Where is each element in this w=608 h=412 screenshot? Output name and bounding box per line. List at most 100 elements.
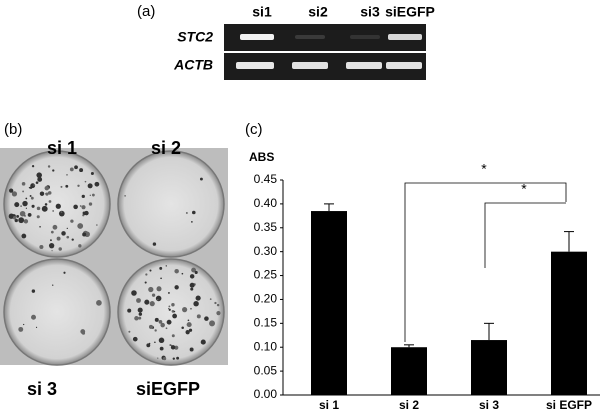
panel-label: (a) [137,3,155,20]
colony [171,310,175,313]
colony [14,218,18,223]
x-tick-label: si EGFP [546,398,592,412]
colony [79,205,82,207]
colony [44,203,48,206]
colony [149,269,152,272]
colony [77,223,84,229]
colony [216,311,221,316]
colony [174,345,179,350]
x-tick-label: si 3 [479,398,499,412]
colony [25,207,28,209]
colony [159,266,163,270]
colony [165,327,168,330]
bar [551,251,587,395]
colony [20,205,22,208]
colony [168,305,171,308]
colony [51,250,53,252]
colony [204,316,209,321]
plate-label: si 3 [27,379,57,399]
colony [69,167,74,172]
y-axis-label: ABS [249,150,274,164]
annotation: * [521,181,527,197]
colony [19,210,26,217]
dish [3,258,111,366]
colony [88,202,93,206]
colony [21,233,27,239]
colony [33,184,35,186]
y-tick-label: 0.15 [254,316,278,330]
colony [18,217,25,224]
colony [14,202,20,208]
colony [12,216,17,220]
colony [182,307,188,313]
bar [391,347,427,395]
colony [11,191,18,197]
colony [21,182,26,186]
colony [52,284,54,286]
colony [35,326,38,328]
colony [58,247,62,251]
colony [136,298,141,303]
colony [128,330,131,333]
colony [84,180,87,183]
y-tick-label: 0.05 [254,363,278,377]
dish [117,150,225,258]
colony [73,204,78,210]
row-label: ACTB [173,57,213,73]
error-bar [324,203,334,212]
colony [36,172,42,178]
y-tick-label: 0.00 [254,387,278,401]
colony [190,307,192,310]
colony [168,308,171,311]
colony [131,290,137,296]
annotation: * [481,161,487,177]
y-tick-label: 0.45 [254,172,278,186]
colony [90,171,94,176]
colony [58,210,65,217]
colony [187,319,190,322]
colony [185,211,188,214]
colony [171,334,175,338]
colony [94,181,100,187]
colony [186,322,192,328]
colony [158,337,165,344]
plate-label: siEGFP [136,379,200,399]
colony [48,243,55,249]
colony [194,270,198,275]
colony [22,200,28,207]
colony [193,300,199,307]
y-tick-label: 0.30 [254,244,278,258]
colony [148,324,153,329]
colony [134,316,139,321]
colony [209,320,216,327]
colony [196,314,201,319]
colony [65,184,69,188]
error-bar [404,344,414,348]
colony [172,357,175,360]
colony [47,165,51,168]
colony [91,193,95,197]
colony [214,301,217,305]
dish [117,258,225,366]
colony [127,308,132,313]
colony [23,219,29,224]
colony [27,213,32,217]
significance-bracket [484,202,566,268]
colony [36,206,41,211]
panel-label: (b) [4,121,22,138]
colony [60,211,63,213]
colony [181,326,184,330]
colony [52,210,54,212]
lane-label: si1 [252,4,272,20]
colony [154,341,156,344]
colony [48,200,52,203]
colony [31,204,35,208]
colony [176,356,180,360]
colony [154,329,157,332]
colony [188,328,193,332]
colony [39,244,44,250]
colony [189,282,195,288]
colony [166,319,172,325]
bar [471,340,507,395]
